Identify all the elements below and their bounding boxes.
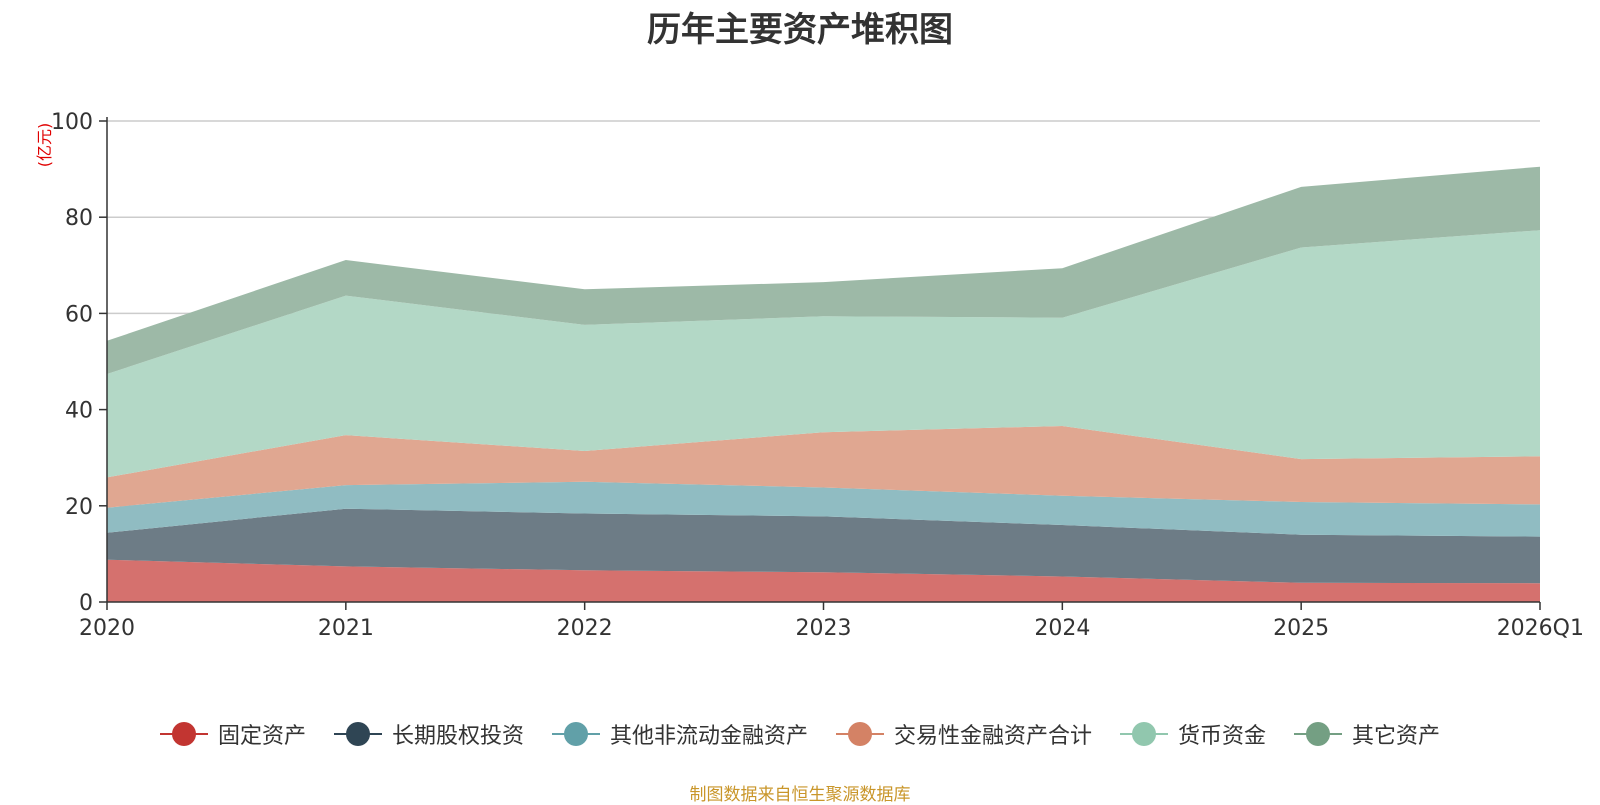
legend-marker-icon <box>1294 722 1343 746</box>
x-tick-label: 2024 <box>1034 616 1090 641</box>
legend-marker-icon <box>333 722 382 746</box>
y-tick-label: 80 <box>65 206 93 231</box>
area-1 <box>107 559 1540 602</box>
legend-label: 长期股权投资 <box>391 724 524 749</box>
legend-item-6[interactable]: 其它资产 <box>1294 718 1440 750</box>
legend-item-1[interactable]: 固定资产 <box>159 718 306 750</box>
y-tick-label: 20 <box>65 495 93 520</box>
chart-title: 历年主要资产堆积图 <box>647 10 953 50</box>
legend-marker-icon <box>836 722 884 746</box>
legend-label: 其它资产 <box>1352 724 1441 749</box>
legend-item-3[interactable]: 其他非流动金融资产 <box>551 718 808 750</box>
legend-label: 其他非流动金融资产 <box>609 724 808 749</box>
legend-item-2[interactable]: 长期股权投资 <box>333 718 524 750</box>
x-tick-label: 2026Q1 <box>1497 616 1584 641</box>
y-axis-unit-label: (亿元) <box>35 123 54 168</box>
legend-marker-icon <box>159 722 208 746</box>
legend-item-4[interactable]: 交易性金融资产合计 <box>836 718 1092 750</box>
x-tick-label: 2020 <box>79 616 135 641</box>
area-series <box>107 166 1540 602</box>
x-tick-label: 2022 <box>557 616 613 641</box>
data-source-note: 制图数据来自恒生聚源数据库 <box>689 785 911 805</box>
legend-label: 货币资金 <box>1178 724 1267 749</box>
legend-marker-icon <box>1120 722 1169 746</box>
area-4 <box>107 426 1540 508</box>
y-tick-label: 0 <box>79 591 93 616</box>
axes: 0 20 40 60 80 100 2020 2021 2022 2023 2024 2025 2026… <box>51 110 1584 641</box>
area-2 <box>107 508 1540 584</box>
x-tick-label: 2021 <box>318 616 374 641</box>
y-tick-label: 40 <box>65 399 93 424</box>
x-tick-label: 2025 <box>1273 616 1329 641</box>
x-tick-label: 2023 <box>796 616 852 641</box>
legend-marker-icon <box>551 722 600 746</box>
y-tick-label: 60 <box>65 302 93 327</box>
legend-item-5[interactable]: 货币资金 <box>1120 718 1266 750</box>
area-6 <box>107 166 1540 374</box>
y-tick-label: 100 <box>51 110 93 135</box>
legend-label: 交易性金融资产合计 <box>894 724 1093 749</box>
area-5 <box>107 230 1540 478</box>
legend-label: 固定资产 <box>217 724 306 749</box>
area-3 <box>107 481 1540 537</box>
legend: 固定资产 长期股权投资 其他非流动金融资产 交易性金融资产合计 货币资金 其它资产 <box>0 718 1600 750</box>
